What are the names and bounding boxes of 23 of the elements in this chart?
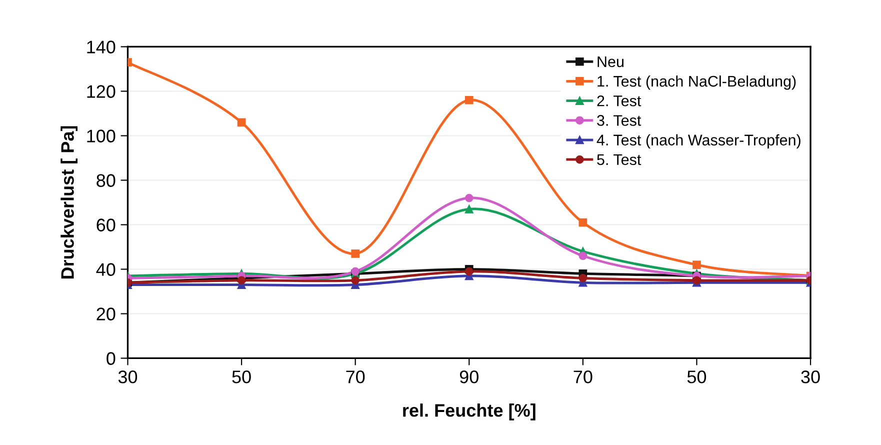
x-tick-label: 70 [574,370,592,384]
x-tick-label: 50 [687,370,706,384]
y-tick-label: 120 [87,85,116,98]
legend-label: 5. Test [597,154,642,166]
y-tick-label: 60 [96,218,116,232]
x-tick-label: 90 [460,370,478,384]
y-tick-label: 140 [87,40,116,54]
y-tick-label: 0 [106,352,116,365]
legend-label: Neu [598,56,624,68]
y-tick-label: 80 [96,174,116,187]
x-tick-label: 30 [118,370,138,384]
x-axis-title: rel. Feuchte [%] [403,404,536,420]
legend-label: 3. Test [597,115,642,126]
y-tick-label: 100 [87,130,116,142]
x-tick-label: 30 [801,370,820,384]
y-tick-label: 40 [96,263,116,276]
legend-label: 4. Test (nach Wasser-Tropfen) [596,134,800,148]
x-tick-label: 50 [232,370,251,384]
y-tick-label: 20 [96,308,116,320]
x-tick-label: 70 [346,370,365,384]
y-axis-title: Druckverlust [ Pa] [60,126,78,279]
legend-label: 1. Test (nach NaCl-Beladung) [598,75,796,90]
legend-label: 2. Test [597,95,642,106]
